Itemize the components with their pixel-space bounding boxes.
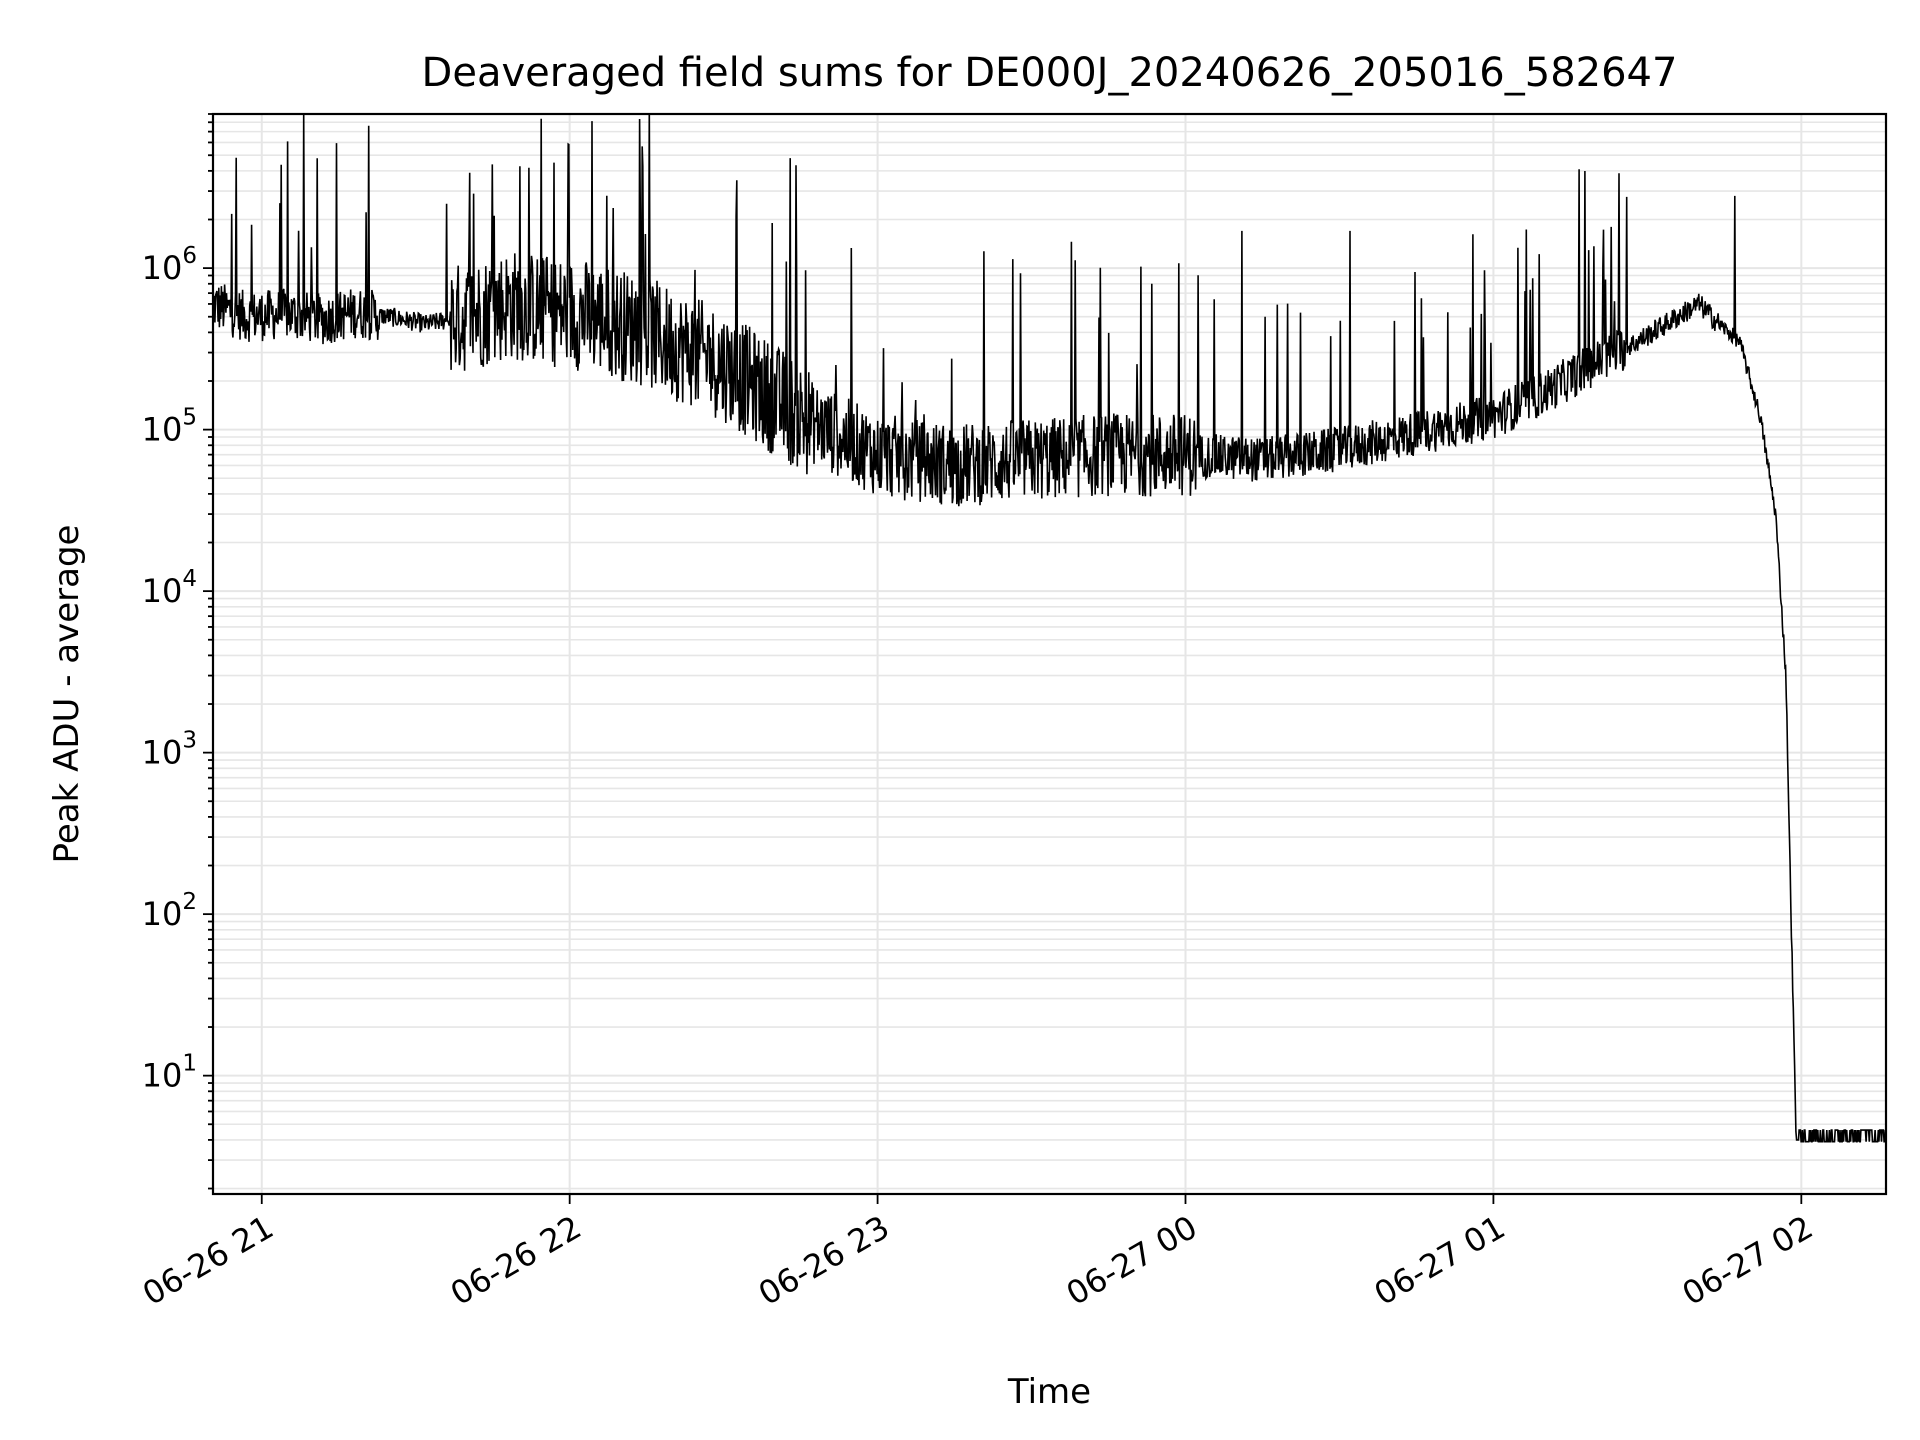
y-tick-label: 105 [142,405,197,449]
y-tick-label: 101 [142,1051,197,1095]
y-tick-label: 106 [142,243,197,287]
y-axis-label: Peak ADU - average [47,525,87,864]
y-tick-exponent: 5 [182,405,197,431]
x-axis-label: Time [1007,1372,1091,1412]
y-tick-exponent: 1 [182,1051,197,1077]
y-tick-base: 10 [142,734,183,772]
y-tick-base: 10 [142,411,183,449]
data-series-line [213,114,1886,1143]
y-tick-exponent: 2 [182,889,197,915]
y-tick-base: 10 [142,895,183,933]
y-tick-label: 102 [142,889,197,933]
plot-frame [211,112,1888,1196]
y-tick-base: 10 [142,249,183,287]
grid [213,113,1886,1194]
y-tick-base: 10 [142,572,183,610]
y-tick-base: 10 [142,1057,183,1095]
y-tick-exponent: 6 [182,243,197,269]
y-tick-exponent: 4 [182,566,197,592]
y-tick-label: 103 [142,728,197,772]
chart-title: Deaveraged field sums for DE000J_2024062… [422,50,1678,96]
plot-area [213,114,1886,1143]
y-tick-exponent: 3 [182,728,197,754]
y-tick-label: 104 [142,566,197,610]
